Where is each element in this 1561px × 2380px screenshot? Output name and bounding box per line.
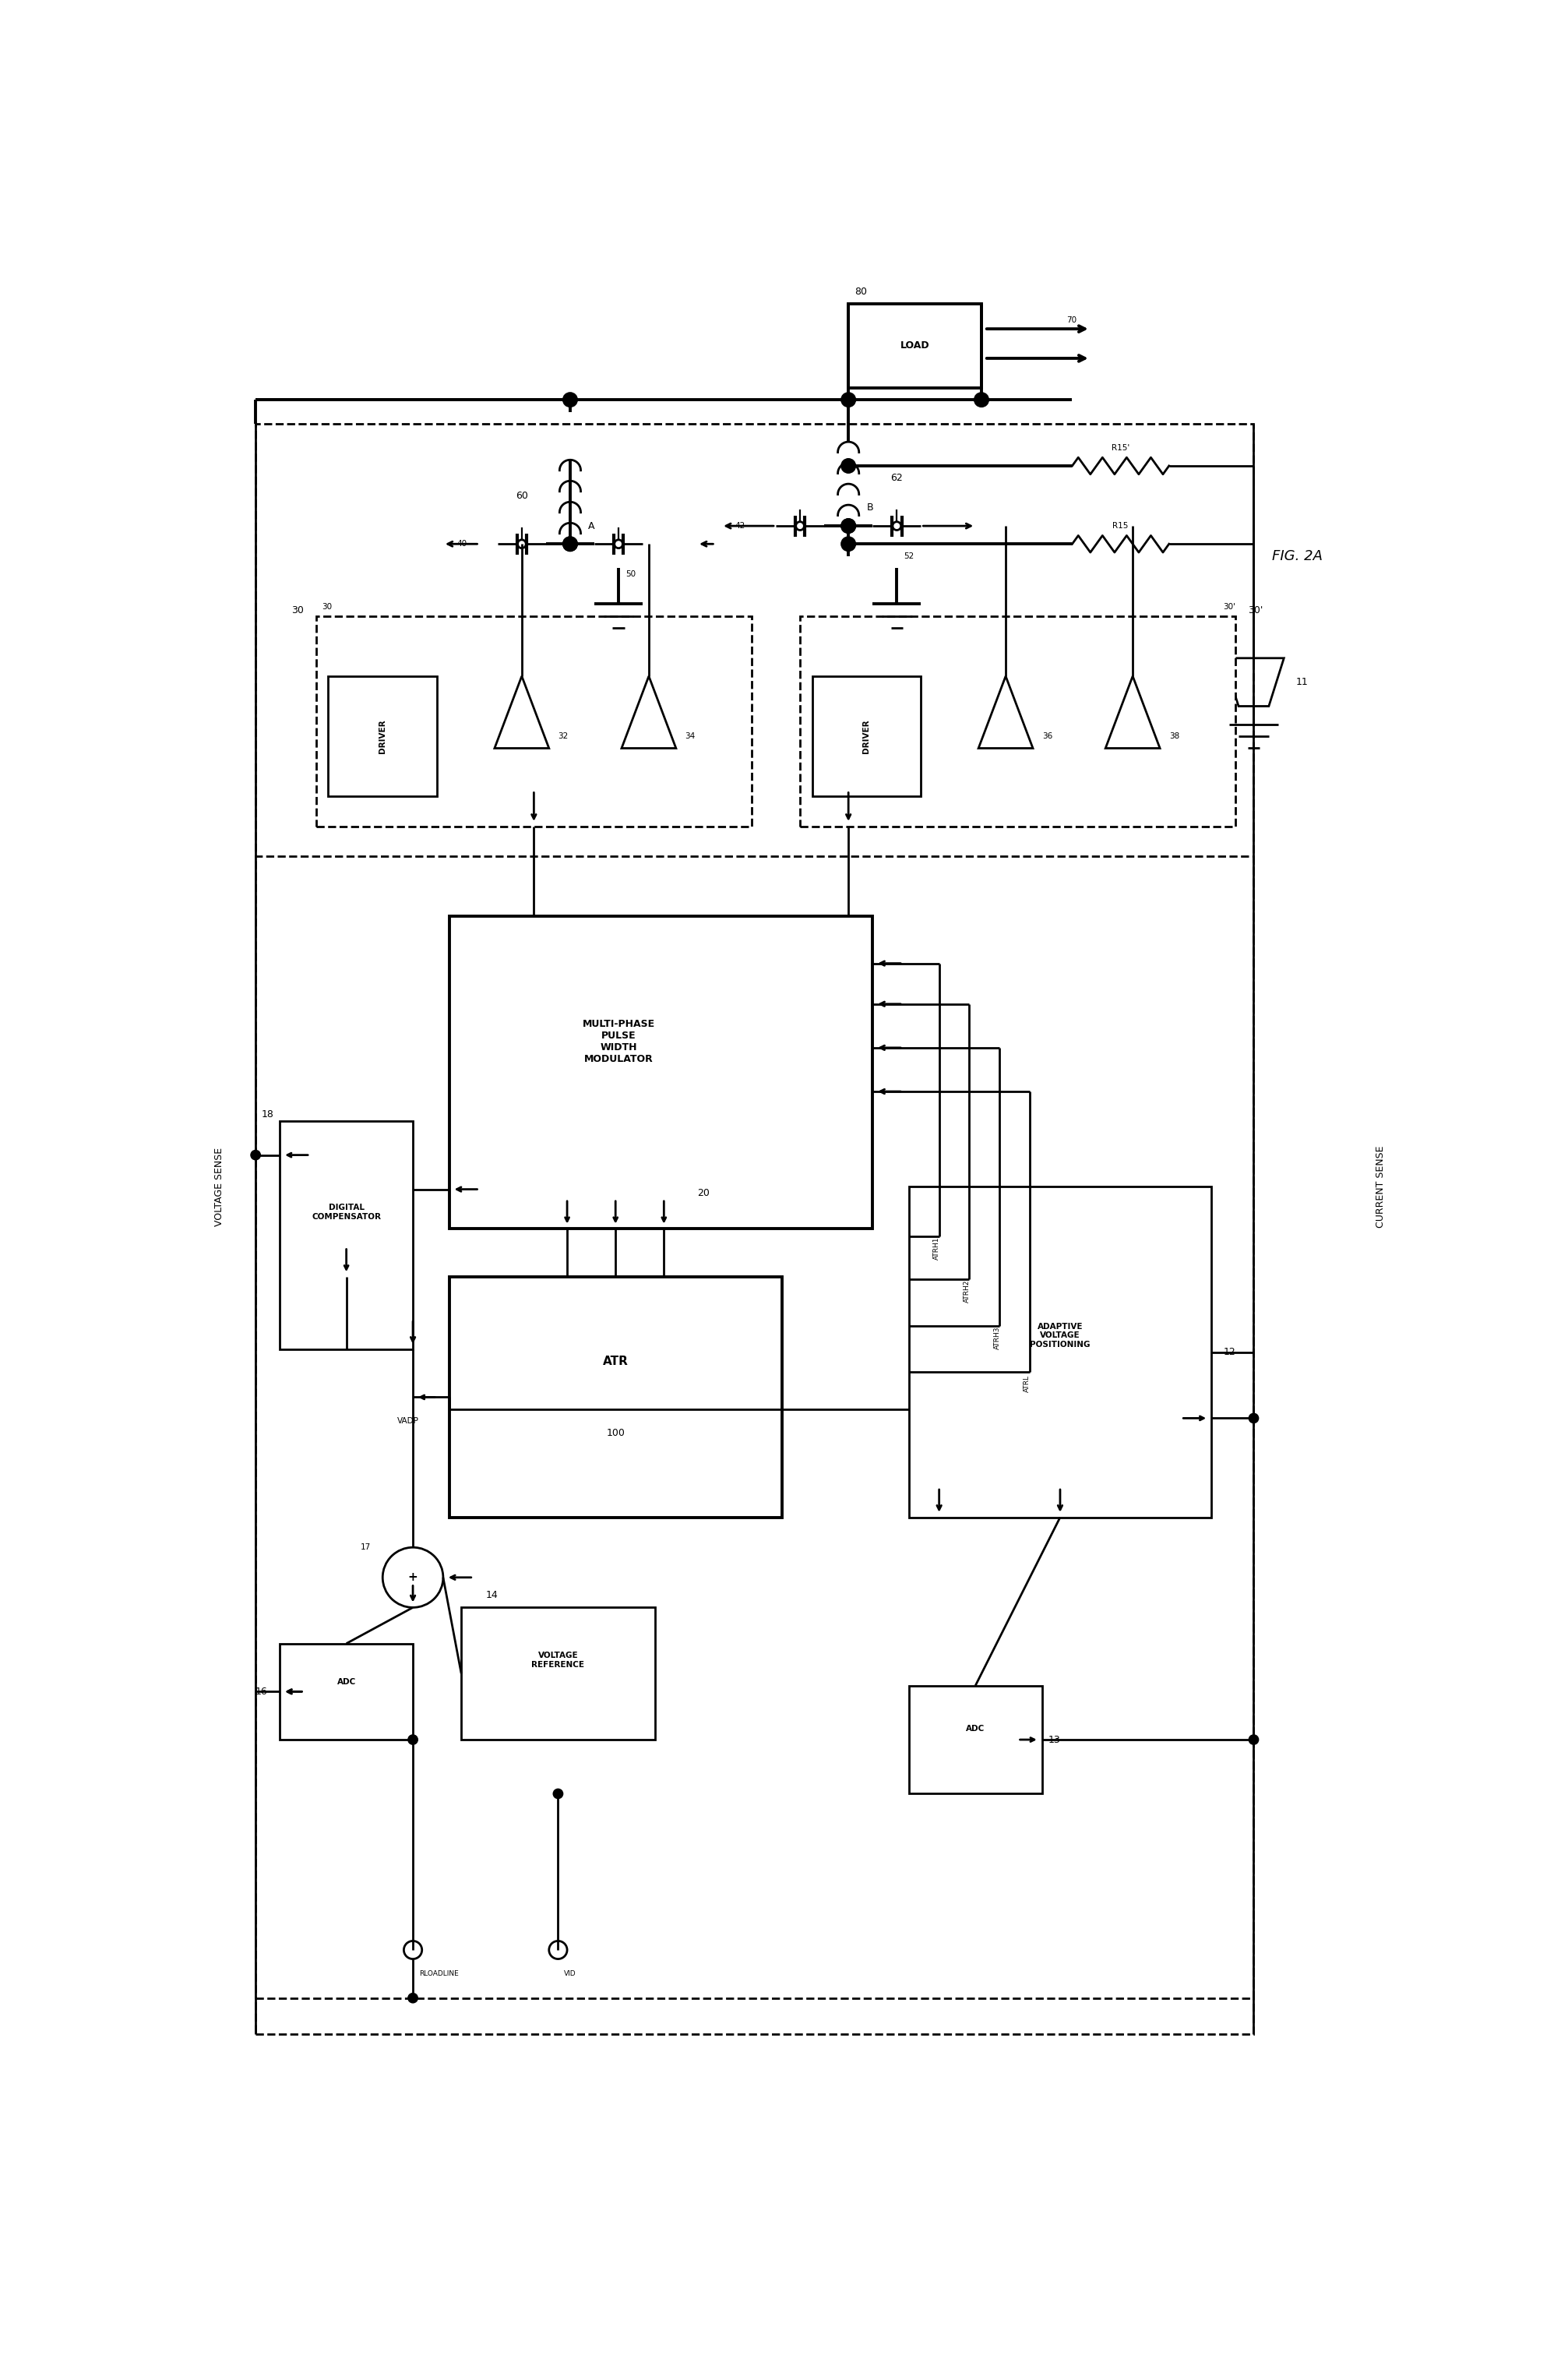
Text: 42: 42 [735,521,746,531]
Bar [909,1188,1211,1518]
Text: RLOADLINE: RLOADLINE [418,1971,459,1978]
Circle shape [974,393,988,407]
Text: ADC: ADC [966,1726,985,1733]
Circle shape [1249,1735,1258,1745]
Circle shape [564,538,578,552]
Text: R15: R15 [1113,521,1129,531]
Circle shape [841,393,855,407]
Circle shape [841,459,855,474]
Bar [279,1645,412,1740]
Circle shape [841,538,855,552]
Bar [812,676,921,797]
Circle shape [251,1150,261,1159]
Text: 40: 40 [457,540,467,547]
Text: ATRH1: ATRH1 [933,1238,940,1259]
Bar [279,1121,412,1349]
Text: LOAD: LOAD [901,340,930,350]
Text: ATRL: ATRL [1024,1376,1030,1392]
Circle shape [1249,1414,1258,1423]
Text: 80: 80 [854,286,866,298]
Text: 12: 12 [1224,1347,1236,1357]
Text: 30: 30 [292,605,304,614]
Circle shape [407,1992,418,2004]
Bar [315,616,752,826]
Text: 62: 62 [891,474,902,483]
Text: R15': R15' [1111,445,1130,452]
Bar [450,916,873,1228]
Text: 13: 13 [1047,1735,1060,1745]
Text: 14: 14 [485,1590,498,1599]
Text: DIGITAL
COMPENSATOR: DIGITAL COMPENSATOR [312,1204,381,1221]
Text: A: A [588,521,595,531]
Text: 11: 11 [1296,676,1308,688]
Bar [462,1606,656,1740]
Text: 20: 20 [698,1188,709,1197]
Circle shape [553,1790,564,1799]
Text: ADC: ADC [337,1678,356,1685]
Text: 70: 70 [1066,317,1077,324]
Bar [450,1278,782,1518]
Bar [909,1685,1043,1795]
Text: B: B [866,502,873,514]
Text: ADAPTIVE
VOLTAGE
POSITIONING: ADAPTIVE VOLTAGE POSITIONING [1030,1323,1090,1349]
Text: VID: VID [564,1971,576,1978]
Text: ATRH3: ATRH3 [993,1326,1001,1349]
Bar [256,857,1253,1999]
Text: VOLTAGE
REFERENCE: VOLTAGE REFERENCE [532,1652,584,1668]
Text: 30: 30 [322,602,332,612]
Text: 17: 17 [361,1545,370,1552]
Bar [256,424,1253,2035]
Text: 18: 18 [261,1109,273,1121]
Text: DRIVER: DRIVER [379,719,387,752]
Text: 50: 50 [626,571,635,578]
Circle shape [564,538,578,552]
Text: VADP: VADP [396,1418,418,1426]
Text: 30': 30' [1247,605,1263,614]
Text: ATR: ATR [603,1354,629,1366]
Text: 34: 34 [685,733,695,740]
Text: 30': 30' [1224,602,1236,612]
Text: FIG. 2A: FIG. 2A [1272,550,1322,564]
Bar [801,616,1236,826]
Circle shape [564,393,578,407]
Bar [849,305,982,388]
Text: 60: 60 [515,490,528,500]
Text: 32: 32 [559,733,568,740]
Text: 100: 100 [606,1428,624,1438]
Bar [328,676,437,797]
Text: 16: 16 [256,1687,268,1697]
Text: +: + [407,1571,418,1583]
Text: MULTI-PHASE
PULSE
WIDTH
MODULATOR: MULTI-PHASE PULSE WIDTH MODULATOR [582,1019,654,1064]
Circle shape [407,1735,418,1745]
Circle shape [841,519,855,533]
Circle shape [841,519,855,533]
Text: DRIVER: DRIVER [863,719,871,752]
Text: VOLTAGE SENSE: VOLTAGE SENSE [214,1147,225,1226]
Text: 36: 36 [1043,733,1052,740]
Text: 52: 52 [904,552,915,559]
Text: CURRENT SENSE: CURRENT SENSE [1375,1145,1386,1228]
Text: ATRH2: ATRH2 [963,1280,971,1302]
Text: 38: 38 [1169,733,1179,740]
